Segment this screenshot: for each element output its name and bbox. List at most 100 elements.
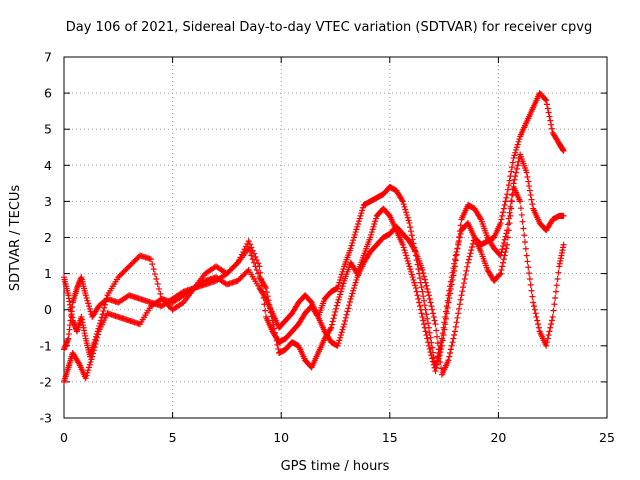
y-tick-label: 3	[44, 194, 52, 209]
track-b-point	[232, 262, 239, 269]
track-a-point	[82, 292, 89, 299]
track-a-point	[497, 220, 504, 227]
track-a-point	[513, 146, 520, 153]
track-c-point	[346, 302, 353, 309]
track-b-point	[425, 339, 432, 346]
track-b-point	[529, 201, 536, 208]
track-c-point	[334, 342, 341, 349]
track-b-point	[412, 285, 419, 292]
track-a-point	[545, 109, 552, 116]
track-c-point	[543, 339, 550, 346]
track-a-point	[359, 204, 366, 211]
track-b-point	[477, 215, 484, 222]
track-a-point	[86, 305, 93, 312]
track-c-point	[75, 359, 82, 366]
track-a-point	[451, 260, 458, 267]
track-c-point	[507, 212, 514, 219]
track-c-point	[241, 271, 248, 278]
track-b-point	[419, 313, 426, 320]
track-a-point	[505, 182, 512, 189]
track-b-point	[513, 169, 520, 176]
track-c-point	[525, 264, 532, 271]
track-b-point	[116, 272, 123, 279]
track-c-point	[532, 310, 539, 317]
track-c-point	[342, 314, 349, 321]
track-b-point	[154, 280, 161, 287]
track-c-point	[455, 310, 462, 317]
track-b-point	[443, 315, 449, 322]
track-c-point	[353, 276, 360, 283]
track-a-point	[399, 197, 406, 204]
track-b-point	[251, 259, 258, 266]
track-c-point	[200, 278, 207, 285]
track-b-point	[444, 304, 451, 311]
track-c-point	[93, 337, 100, 344]
track-c-point	[238, 273, 245, 280]
track-b-point	[413, 288, 420, 295]
track-b-point	[441, 326, 448, 333]
track-a-point	[547, 117, 554, 124]
track-b-point	[123, 266, 130, 273]
track-c-point	[427, 299, 434, 306]
track-a-point	[405, 217, 412, 224]
track-b-point	[401, 247, 408, 254]
track-c-point	[528, 287, 535, 294]
x-tick-label: 10	[273, 430, 289, 445]
track-b-point	[275, 345, 282, 352]
track-b-point	[410, 276, 417, 283]
track-c-point	[533, 313, 540, 320]
track-c-point	[87, 359, 94, 366]
track-c-point	[85, 367, 92, 374]
track-c-point	[420, 270, 427, 277]
track-b-point	[405, 260, 412, 267]
x-tick-label: 25	[599, 430, 615, 445]
track-b-point	[451, 267, 458, 274]
track-c-point	[94, 331, 101, 338]
track-c-point	[522, 245, 529, 252]
track-c-point	[343, 311, 350, 318]
track-b-point	[120, 268, 127, 275]
track-c-point	[347, 295, 354, 302]
track-c-point	[89, 353, 96, 360]
track-b-point	[271, 325, 278, 332]
track-c-point	[503, 245, 510, 252]
track-a-point	[351, 231, 358, 238]
track-b-point	[435, 355, 442, 362]
track-a-point	[85, 300, 92, 307]
track-c-point	[425, 289, 432, 296]
track-b-point	[526, 187, 533, 194]
track-b-point	[245, 245, 252, 252]
track-c-point	[351, 282, 358, 289]
track-c-point	[82, 375, 89, 382]
track-c-point	[453, 319, 460, 326]
track-b-point	[511, 176, 518, 183]
track-a-point	[516, 136, 523, 143]
track-b-point	[157, 290, 164, 297]
track-c-point	[555, 269, 562, 276]
track-b-point	[403, 255, 410, 262]
track-a-point	[83, 294, 90, 301]
track-a-point	[548, 125, 555, 132]
track-c-point	[534, 317, 541, 324]
track-b-point	[332, 308, 339, 315]
track-c-point	[535, 321, 542, 328]
track-b-point	[424, 335, 431, 342]
track-a-point	[512, 149, 519, 156]
track-b-point	[102, 298, 109, 305]
track-a-point	[359, 207, 366, 214]
track-a-point	[245, 238, 252, 245]
track-b-point	[501, 236, 508, 243]
track-b-point	[252, 263, 259, 270]
track-a-point	[349, 239, 356, 246]
track-b-point	[416, 299, 423, 306]
track-c-point	[448, 342, 455, 349]
track-c-point	[523, 252, 530, 259]
track-c-point	[236, 276, 243, 283]
track-c-point	[535, 324, 542, 331]
track-c-point	[94, 334, 101, 341]
track-c-point	[429, 310, 436, 317]
track-b-point	[262, 285, 269, 292]
track-b-point	[429, 355, 436, 362]
track-c-point	[496, 271, 503, 278]
track-a-point	[543, 97, 550, 104]
